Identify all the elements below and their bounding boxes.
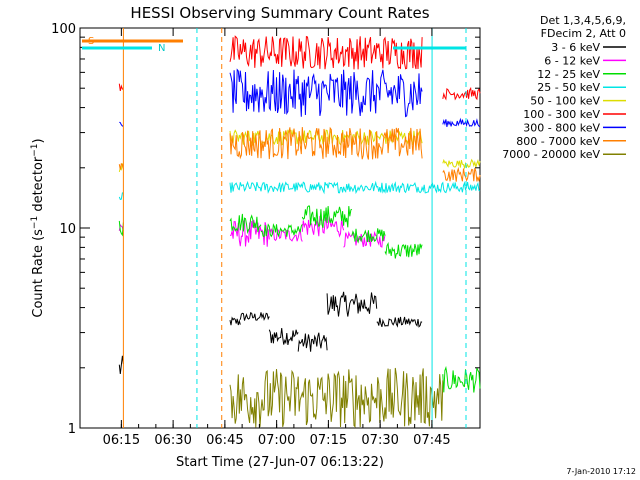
y-axis-label: Count Rate (s−1 detector−1)	[30, 138, 46, 317]
series-3-trace-0	[118, 192, 124, 200]
annotation-s-label: S	[88, 36, 94, 47]
legend-label-7: 800 - 7000 keV	[516, 135, 600, 148]
series-1-trace-3	[301, 215, 345, 238]
series-2-trace-1	[229, 213, 262, 235]
x-tick-label-4: 07:15	[310, 433, 347, 448]
x-axis-label: Start Time (27-Jun-07 06:13:22)	[176, 455, 384, 470]
vertical-marker-layer	[122, 28, 467, 428]
series-1-trace-2	[268, 227, 303, 242]
y-tick-label-1: 10	[59, 222, 76, 237]
series-5	[118, 35, 481, 101]
series-0-trace-0	[118, 355, 124, 374]
x-tick-label-1: 06:30	[154, 433, 191, 448]
series-8	[229, 367, 444, 428]
series-2	[118, 205, 481, 393]
x-tick-label-3: 07:00	[258, 433, 295, 448]
series-2-trace-2	[260, 223, 303, 238]
series-2-trace-5	[384, 241, 423, 259]
series-0-trace-6	[376, 316, 423, 328]
series-2-trace-6	[442, 365, 481, 393]
legend-label-6: 300 - 800 keV	[523, 121, 600, 134]
legend-label-8: 7000 - 20000 keV	[502, 148, 600, 161]
y-label-part-1: Count Rate (s	[31, 229, 46, 318]
x-tick-label-6: 07:45	[413, 433, 450, 448]
series-7-trace-1	[229, 126, 423, 160]
legend-label-4: 50 - 100 keV	[530, 95, 600, 108]
series-6	[119, 68, 481, 128]
series-7-trace-0	[118, 162, 124, 170]
series-layer	[118, 35, 481, 428]
series-3	[118, 180, 481, 200]
series-1-trace-1	[230, 219, 270, 247]
generated-timestamp: 7-Jan-2010 17:12	[566, 467, 636, 476]
series-7	[118, 126, 481, 182]
ticks-layer: 06:15 06:30 06:45 07:00 07:15 07:30 07:45 1 10 10…	[51, 22, 480, 448]
series-8-trace-0	[229, 367, 444, 428]
y-tick-label-2: 100	[51, 22, 76, 37]
series-1-trace-4	[343, 230, 386, 248]
series-3-trace-1	[229, 180, 481, 195]
series-6-trace-1	[229, 68, 423, 118]
series-6-trace-2	[442, 117, 481, 128]
legend: Det 1,3,4,5,6,9, FDecim 2, Att 0 3 - 6 k…	[502, 14, 626, 161]
y-label-sup-1: −1	[30, 216, 40, 229]
series-2-trace-3	[301, 205, 353, 228]
series-5-trace-1	[229, 35, 423, 70]
series-2-trace-4	[351, 228, 386, 244]
x-tick-label-2: 06:45	[206, 433, 243, 448]
legend-label-5: 100 - 300 keV	[523, 108, 600, 121]
series-4-trace-2	[442, 158, 481, 170]
y-label-part-3: )	[31, 138, 46, 143]
series-0-trace-2	[239, 312, 270, 322]
series-2-trace-0	[118, 220, 124, 237]
series-1	[118, 215, 386, 248]
legend-label-3: 25 - 50 keV	[537, 81, 600, 94]
legend-label-0: 3 - 6 keV	[551, 41, 600, 54]
chart-title: HESSI Observing Summary Count Rates	[130, 4, 429, 22]
y-label-sup-2: −1	[30, 143, 40, 156]
series-5-trace-2	[442, 86, 481, 101]
series-0	[118, 291, 423, 374]
legend-label-2: 12 - 25 keV	[537, 68, 600, 81]
legend-header-line-1: Det 1,3,4,5,6,9,	[540, 14, 626, 27]
legend-label-1: 6 - 12 keV	[544, 54, 600, 67]
series-5-trace-0	[118, 83, 124, 92]
legend-header-line-2: FDecim 2, Att 0	[541, 27, 626, 40]
x-tick-label-5: 07:30	[361, 433, 398, 448]
y-tick-label-0: 1	[68, 422, 76, 437]
series-7-trace-2	[442, 166, 481, 182]
series-0-trace-4	[297, 332, 328, 352]
annotation-n-label: N	[158, 43, 165, 54]
y-label-part-2: detector	[31, 156, 46, 216]
series-0-trace-1	[229, 316, 241, 326]
series-0-trace-5	[326, 291, 378, 317]
series-6-trace-0	[119, 121, 124, 127]
x-tick-label-0: 06:15	[103, 433, 140, 448]
series-0-trace-3	[268, 327, 299, 345]
